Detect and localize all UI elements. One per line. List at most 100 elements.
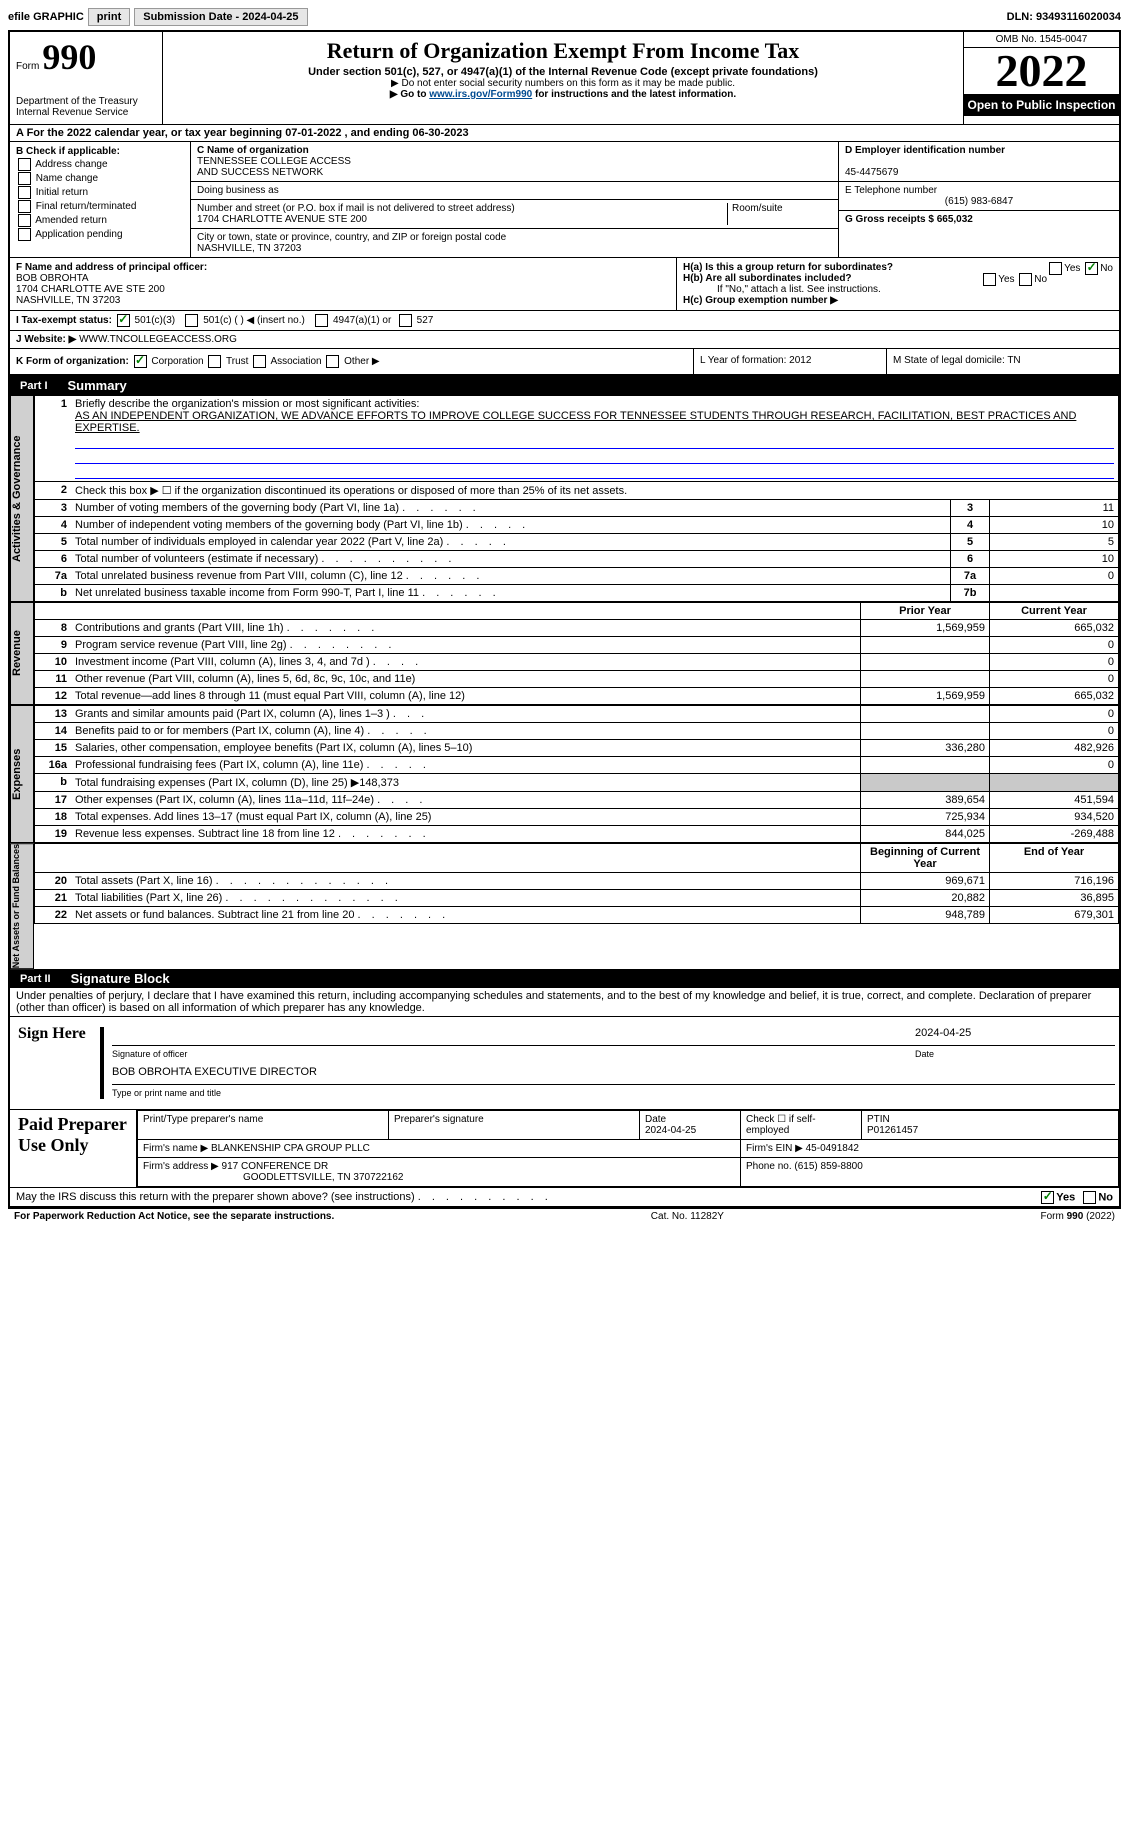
ps-label: Preparer's signature <box>389 1111 640 1140</box>
entity-block: B Check if applicable: Address change Na… <box>10 142 1119 258</box>
table-ag: 1 Briefly describe the organization's mi… <box>34 395 1119 602</box>
irs-link[interactable]: www.irs.gov/Form990 <box>429 89 532 100</box>
row-11: 11Other revenue (Part VIII, column (A), … <box>35 671 1119 688</box>
vert-exp: Expenses <box>10 705 34 843</box>
chk-name[interactable]: Name change <box>16 172 184 185</box>
footer-center: Cat. No. 11282Y <box>651 1211 724 1222</box>
chk-final[interactable]: Final return/terminated <box>16 200 184 213</box>
phone-value: (615) 983-6847 <box>845 196 1113 207</box>
row-9: 9Program service revenue (Part VIII, lin… <box>35 637 1119 654</box>
col-b: B Check if applicable: Address change Na… <box>10 142 191 257</box>
org-name-label: C Name of organization <box>197 145 309 156</box>
row-14: 14Benefits paid to or for members (Part … <box>35 723 1119 740</box>
open-public: Open to Public Inspection <box>964 94 1119 116</box>
gross-label: G Gross receipts $ 665,032 <box>845 214 973 225</box>
j-label: J Website: ▶ <box>16 334 76 345</box>
summary-net: Net Assets or Fund Balances Beginning of… <box>10 843 1119 969</box>
type-name-label: Type or print name and title <box>112 1088 221 1098</box>
officer-printed-name: BOB OBROHTA EXECUTIVE DIRECTOR <box>112 1066 1115 1085</box>
paid-label: Paid Preparer Use Only <box>10 1110 137 1187</box>
officer-addr1: 1704 CHARLOTTE AVE STE 200 <box>16 284 165 295</box>
tax-year: 2022 <box>964 48 1119 94</box>
chk-4947[interactable] <box>315 314 328 327</box>
chk-501c[interactable] <box>185 314 198 327</box>
section-f-h: F Name and address of principal officer:… <box>10 258 1119 311</box>
hb-no[interactable] <box>1019 273 1032 286</box>
i-label: I Tax-exempt status: <box>16 315 112 326</box>
sign-here-label: Sign Here <box>10 1017 96 1109</box>
vert-net: Net Assets or Fund Balances <box>10 843 34 969</box>
chk-initial[interactable]: Initial return <box>16 186 184 199</box>
firm-ein-cell: Firm's EIN ▶ 45-0491842 <box>741 1140 1119 1158</box>
row-20: 20Total assets (Part X, line 16) . . . .… <box>35 873 1119 890</box>
row-15: 15Salaries, other compensation, employee… <box>35 740 1119 757</box>
table-rev: Prior YearCurrent Year 8Contributions an… <box>34 602 1119 705</box>
addr-label: Number and street (or P.O. box if mail i… <box>197 203 515 214</box>
ein-value: 45-4475679 <box>845 167 898 178</box>
print-button[interactable]: print <box>88 8 130 26</box>
officer-name: BOB OBROHTA <box>16 273 89 284</box>
summary-rev: Revenue Prior YearCurrent Year 8Contribu… <box>10 602 1119 705</box>
table-net: Beginning of Current YearEnd of Year 20T… <box>34 843 1119 924</box>
hb-label: H(b) Are all subordinates included? <box>683 273 852 284</box>
hc-label: H(c) Group exemption number ▶ <box>683 295 1113 306</box>
hb-yes[interactable] <box>983 273 996 286</box>
preparer-table: Print/Type preparer's name Preparer's si… <box>137 1110 1119 1187</box>
row-22: 22Net assets or fund balances. Subtract … <box>35 907 1119 924</box>
chk-amended[interactable]: Amended return <box>16 214 184 227</box>
vert-ag: Activities & Governance <box>10 395 34 602</box>
discuss-yes[interactable] <box>1041 1191 1054 1204</box>
row-17: 17Other expenses (Part IX, column (A), l… <box>35 792 1119 809</box>
dba-cell: Doing business as <box>191 182 838 200</box>
room-label: Room/suite <box>728 203 832 225</box>
row-18: 18Total expenses. Add lines 13–17 (must … <box>35 809 1119 826</box>
q1-cell: Briefly describe the organization's miss… <box>71 396 1119 482</box>
row-7b: bNet unrelated business taxable income f… <box>35 585 1119 602</box>
chk-address[interactable]: Address change <box>16 158 184 171</box>
hdr-begin: Beginning of Current Year <box>861 844 990 873</box>
chk-other[interactable] <box>326 355 339 368</box>
ha-yes[interactable] <box>1049 262 1062 275</box>
row-19: 19Revenue less expenses. Subtract line 1… <box>35 826 1119 843</box>
row-7a: 7aTotal unrelated business revenue from … <box>35 568 1119 585</box>
row-12: 12Total revenue—add lines 8 through 11 (… <box>35 688 1119 705</box>
chk-pending[interactable]: Application pending <box>16 228 184 241</box>
ein-label: D Employer identification number <box>845 145 1005 156</box>
header-middle: Return of Organization Exempt From Incom… <box>163 32 964 124</box>
vert-rev: Revenue <box>10 602 34 705</box>
goto-pre: ▶ Go to <box>390 89 429 100</box>
pt-name-label: Print/Type preparer's name <box>138 1111 389 1140</box>
row-5: 5Total number of individuals employed in… <box>35 534 1119 551</box>
chk-corp[interactable] <box>134 355 147 368</box>
row-3: 3Number of voting members of the governi… <box>35 500 1119 517</box>
part1-label: Part I <box>10 378 58 394</box>
section-f: F Name and address of principal officer:… <box>10 258 677 310</box>
city-label: City or town, state or province, country… <box>197 232 506 243</box>
chk-trust[interactable] <box>208 355 221 368</box>
col-c: C Name of organization TENNESSEE COLLEGE… <box>191 142 839 257</box>
ha-no[interactable] <box>1085 262 1098 275</box>
addr-cell: Number and street (or P.O. box if mail i… <box>191 200 838 229</box>
chk-501c3[interactable] <box>117 314 130 327</box>
penalty-text: Under penalties of perjury, I declare th… <box>10 988 1119 1017</box>
sig-officer-label: Signature of officer <box>112 1049 187 1059</box>
chk-527[interactable] <box>399 314 412 327</box>
col-d: D Employer identification number 45-4475… <box>839 142 1119 257</box>
discuss-no[interactable] <box>1083 1191 1096 1204</box>
part2-title: Signature Block <box>61 969 180 988</box>
col-b-header: B Check if applicable: <box>16 146 120 157</box>
chk-assoc[interactable] <box>253 355 266 368</box>
footer-left: For Paperwork Reduction Act Notice, see … <box>14 1211 334 1222</box>
form-wrap: Form 990 Department of the Treasury Inte… <box>8 30 1121 1208</box>
f-label: F Name and address of principal officer: <box>16 262 207 273</box>
efile-label: efile GRAPHIC <box>8 11 84 23</box>
k-form: K Form of organization: Corporation Trus… <box>10 349 694 374</box>
firm-name-cell: Firm's name ▶ BLANKENSHIP CPA GROUP PLLC <box>138 1140 741 1158</box>
firm-addr-cell: Firm's address ▶ 917 CONFERENCE DRGOODLE… <box>138 1158 741 1187</box>
hdr-end: End of Year <box>990 844 1119 873</box>
submission-date-button[interactable]: Submission Date - 2024-04-25 <box>134 8 307 26</box>
status-row: I Tax-exempt status: 501(c)(3) 501(c) ( … <box>10 311 1119 331</box>
table-exp: 13Grants and similar amounts paid (Part … <box>34 705 1119 843</box>
paid-preparer: Paid Preparer Use Only Print/Type prepar… <box>10 1110 1119 1188</box>
officer-sig-date: 2024-04-25 <box>915 1027 1115 1046</box>
